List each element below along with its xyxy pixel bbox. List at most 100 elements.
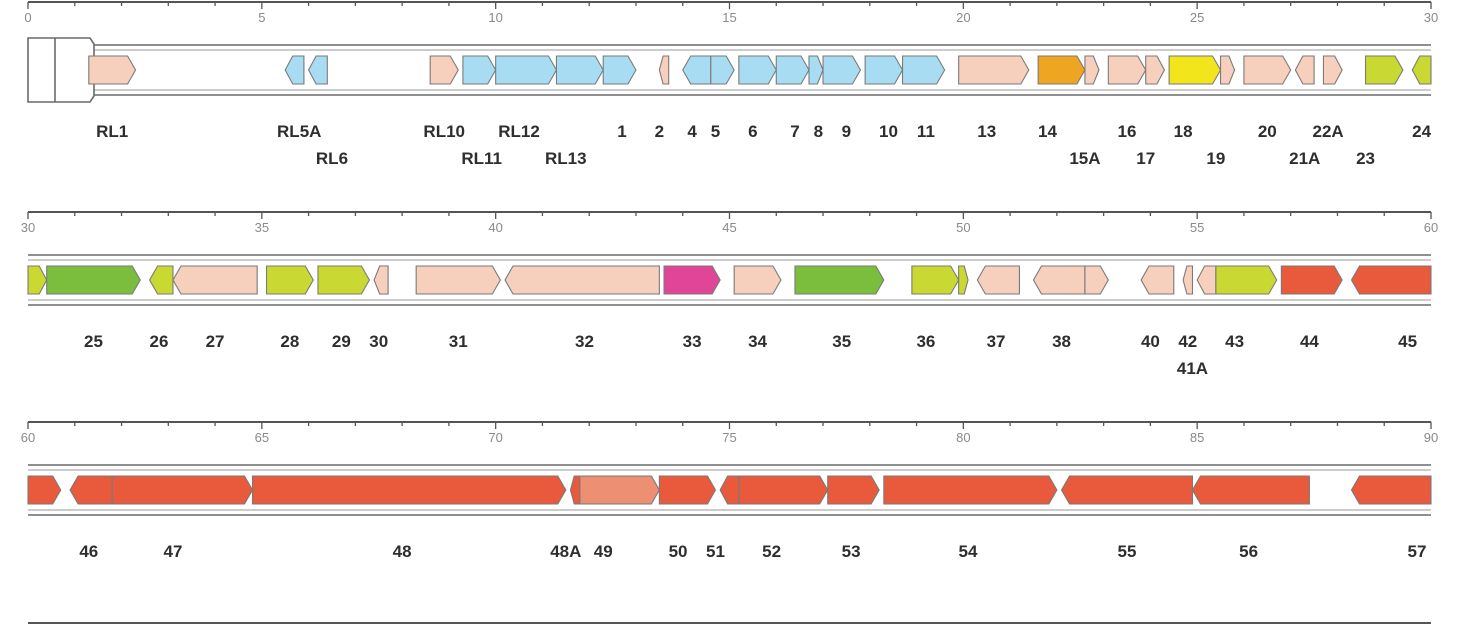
gene-label: 16 [1118, 122, 1137, 141]
gene-label: 17 [1136, 149, 1155, 168]
gene-label: 8 [814, 122, 823, 141]
gene-arrow [663, 265, 721, 295]
gene-label: 10 [879, 122, 898, 141]
gene-arrow [710, 55, 735, 85]
gene-label: 33 [683, 332, 702, 351]
gene-label: 54 [959, 542, 978, 561]
gene-label: 21A [1289, 149, 1320, 168]
gene-label: 19 [1206, 149, 1225, 168]
gene-arrow [827, 475, 880, 505]
gene-label: 29 [332, 332, 351, 351]
gene-label: 30 [369, 332, 388, 351]
tick-label: 90 [1424, 430, 1438, 445]
tick-label: 65 [255, 430, 269, 445]
tick-label: 40 [488, 220, 502, 235]
gene-arrow [415, 265, 501, 295]
gene-label: 2 [655, 122, 664, 141]
gene-arrow [1322, 55, 1343, 85]
gene-arrow [251, 475, 567, 505]
gene-arrow [658, 475, 717, 505]
gene-label: 34 [748, 332, 767, 351]
tick-label: 60 [21, 430, 35, 445]
gene-arrow [462, 55, 497, 85]
gene-arrow [958, 265, 969, 295]
tick-label: 60 [1424, 220, 1438, 235]
tick-label: 35 [255, 220, 269, 235]
tick-label: 10 [488, 10, 502, 25]
gene-label: RL5A [277, 122, 321, 141]
tick-label: 55 [1190, 220, 1204, 235]
gene-arrow [1411, 55, 1432, 85]
gene-label: 14 [1038, 122, 1057, 141]
gene-label: 56 [1239, 542, 1258, 561]
gene-label: 6 [748, 122, 757, 141]
gene-label: 50 [669, 542, 688, 561]
gene-label: 57 [1408, 542, 1427, 561]
gene-label: 11 [917, 122, 935, 141]
gene-label: 48 [393, 542, 412, 561]
gene-label: 35 [832, 332, 851, 351]
gene-arrow [883, 475, 1058, 505]
gene-arrow [976, 265, 1020, 295]
gene-label: 41A [1177, 359, 1208, 378]
gene-arrow [719, 475, 740, 505]
tick-label: 30 [1424, 10, 1438, 25]
gene-label: 47 [164, 542, 183, 561]
gene-arrow [111, 475, 254, 505]
gene-arrow [46, 265, 141, 295]
gene-arrow [569, 475, 581, 505]
gene-label: RL6 [316, 149, 348, 168]
gene-arrow [495, 55, 558, 85]
gene-arrow [69, 475, 113, 505]
gene-label: 51 [706, 542, 725, 561]
gene-label: 27 [206, 332, 225, 351]
gene-arrow [579, 475, 660, 505]
genome-row: 30 35 40 45 50 55 60 25 26 27 28 29 30 31 32 33 34 35 36 37… [21, 211, 1438, 378]
gene-arrow [148, 265, 174, 295]
gene-label: RL13 [545, 149, 587, 168]
gene-arrow [1060, 475, 1194, 505]
gene-arrow [1037, 55, 1086, 85]
gene-label: 48A [550, 542, 581, 561]
tick-label: 85 [1190, 430, 1204, 445]
gene-label: RL10 [423, 122, 465, 141]
gene-label: RL11 [461, 149, 502, 168]
tick-label: 5 [258, 10, 265, 25]
gene-arrow [1145, 55, 1166, 85]
gene-arrow [1364, 55, 1404, 85]
gene-label: 22A [1313, 122, 1344, 141]
gene-arrow [1032, 265, 1086, 295]
gene-label: 20 [1258, 122, 1277, 141]
gene-label: 23 [1356, 149, 1375, 168]
gene-arrow [822, 55, 862, 85]
gene-label: 36 [916, 332, 935, 351]
gene-label: 28 [280, 332, 299, 351]
gene-label: 53 [842, 542, 861, 561]
gene-label: 15A [1069, 149, 1100, 168]
gene-arrow [808, 55, 824, 85]
gene-arrow [1220, 55, 1236, 85]
gene-label: 26 [149, 332, 168, 351]
gene-arrow [504, 265, 660, 295]
gene-arrow [1182, 265, 1194, 295]
gene-label: 42 [1178, 332, 1197, 351]
gene-label: 32 [575, 332, 594, 351]
gene-arrow [602, 55, 637, 85]
gene-arrow [88, 55, 137, 85]
gene-label: 43 [1225, 332, 1244, 351]
gene-arrow [733, 265, 782, 295]
gene-arrow [794, 265, 885, 295]
tick-label: 80 [956, 430, 970, 445]
gene-label: 40 [1141, 332, 1160, 351]
tick-label: 15 [722, 10, 736, 25]
gene-arrow [1196, 265, 1217, 295]
gene-arrow [27, 265, 48, 295]
gene-arrow [555, 55, 604, 85]
gene-arrow [1350, 265, 1432, 295]
gene-label: 13 [977, 122, 996, 141]
gene-arrow [1191, 475, 1310, 505]
gene-arrow [1243, 55, 1292, 85]
